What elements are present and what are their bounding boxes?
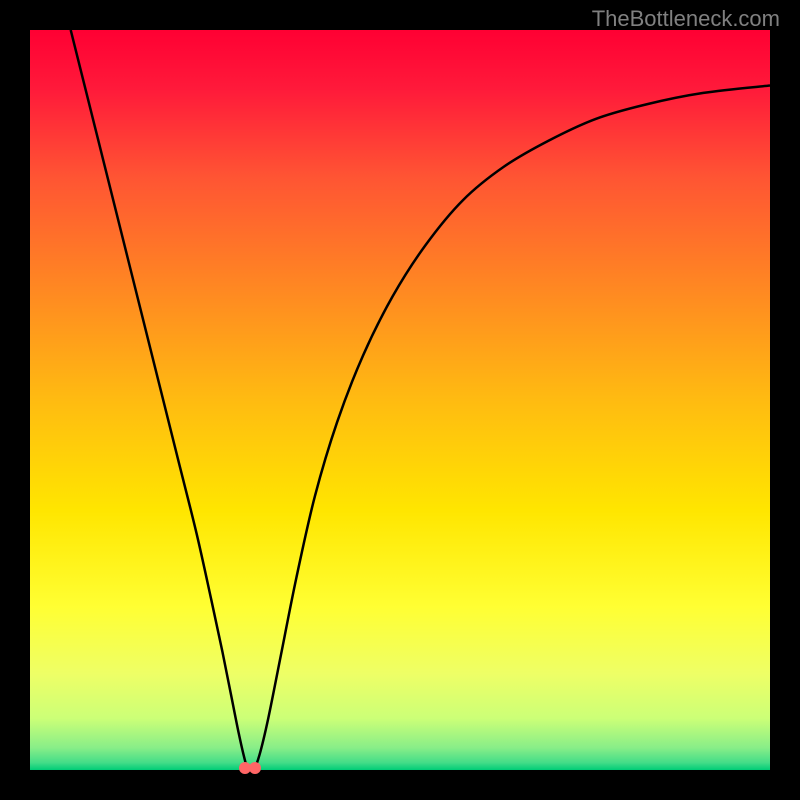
chart-marker: [249, 762, 261, 774]
watermark-text: TheBottleneck.com: [592, 6, 780, 32]
chart-plot-area: [30, 30, 770, 770]
chart-curve: [30, 30, 770, 770]
